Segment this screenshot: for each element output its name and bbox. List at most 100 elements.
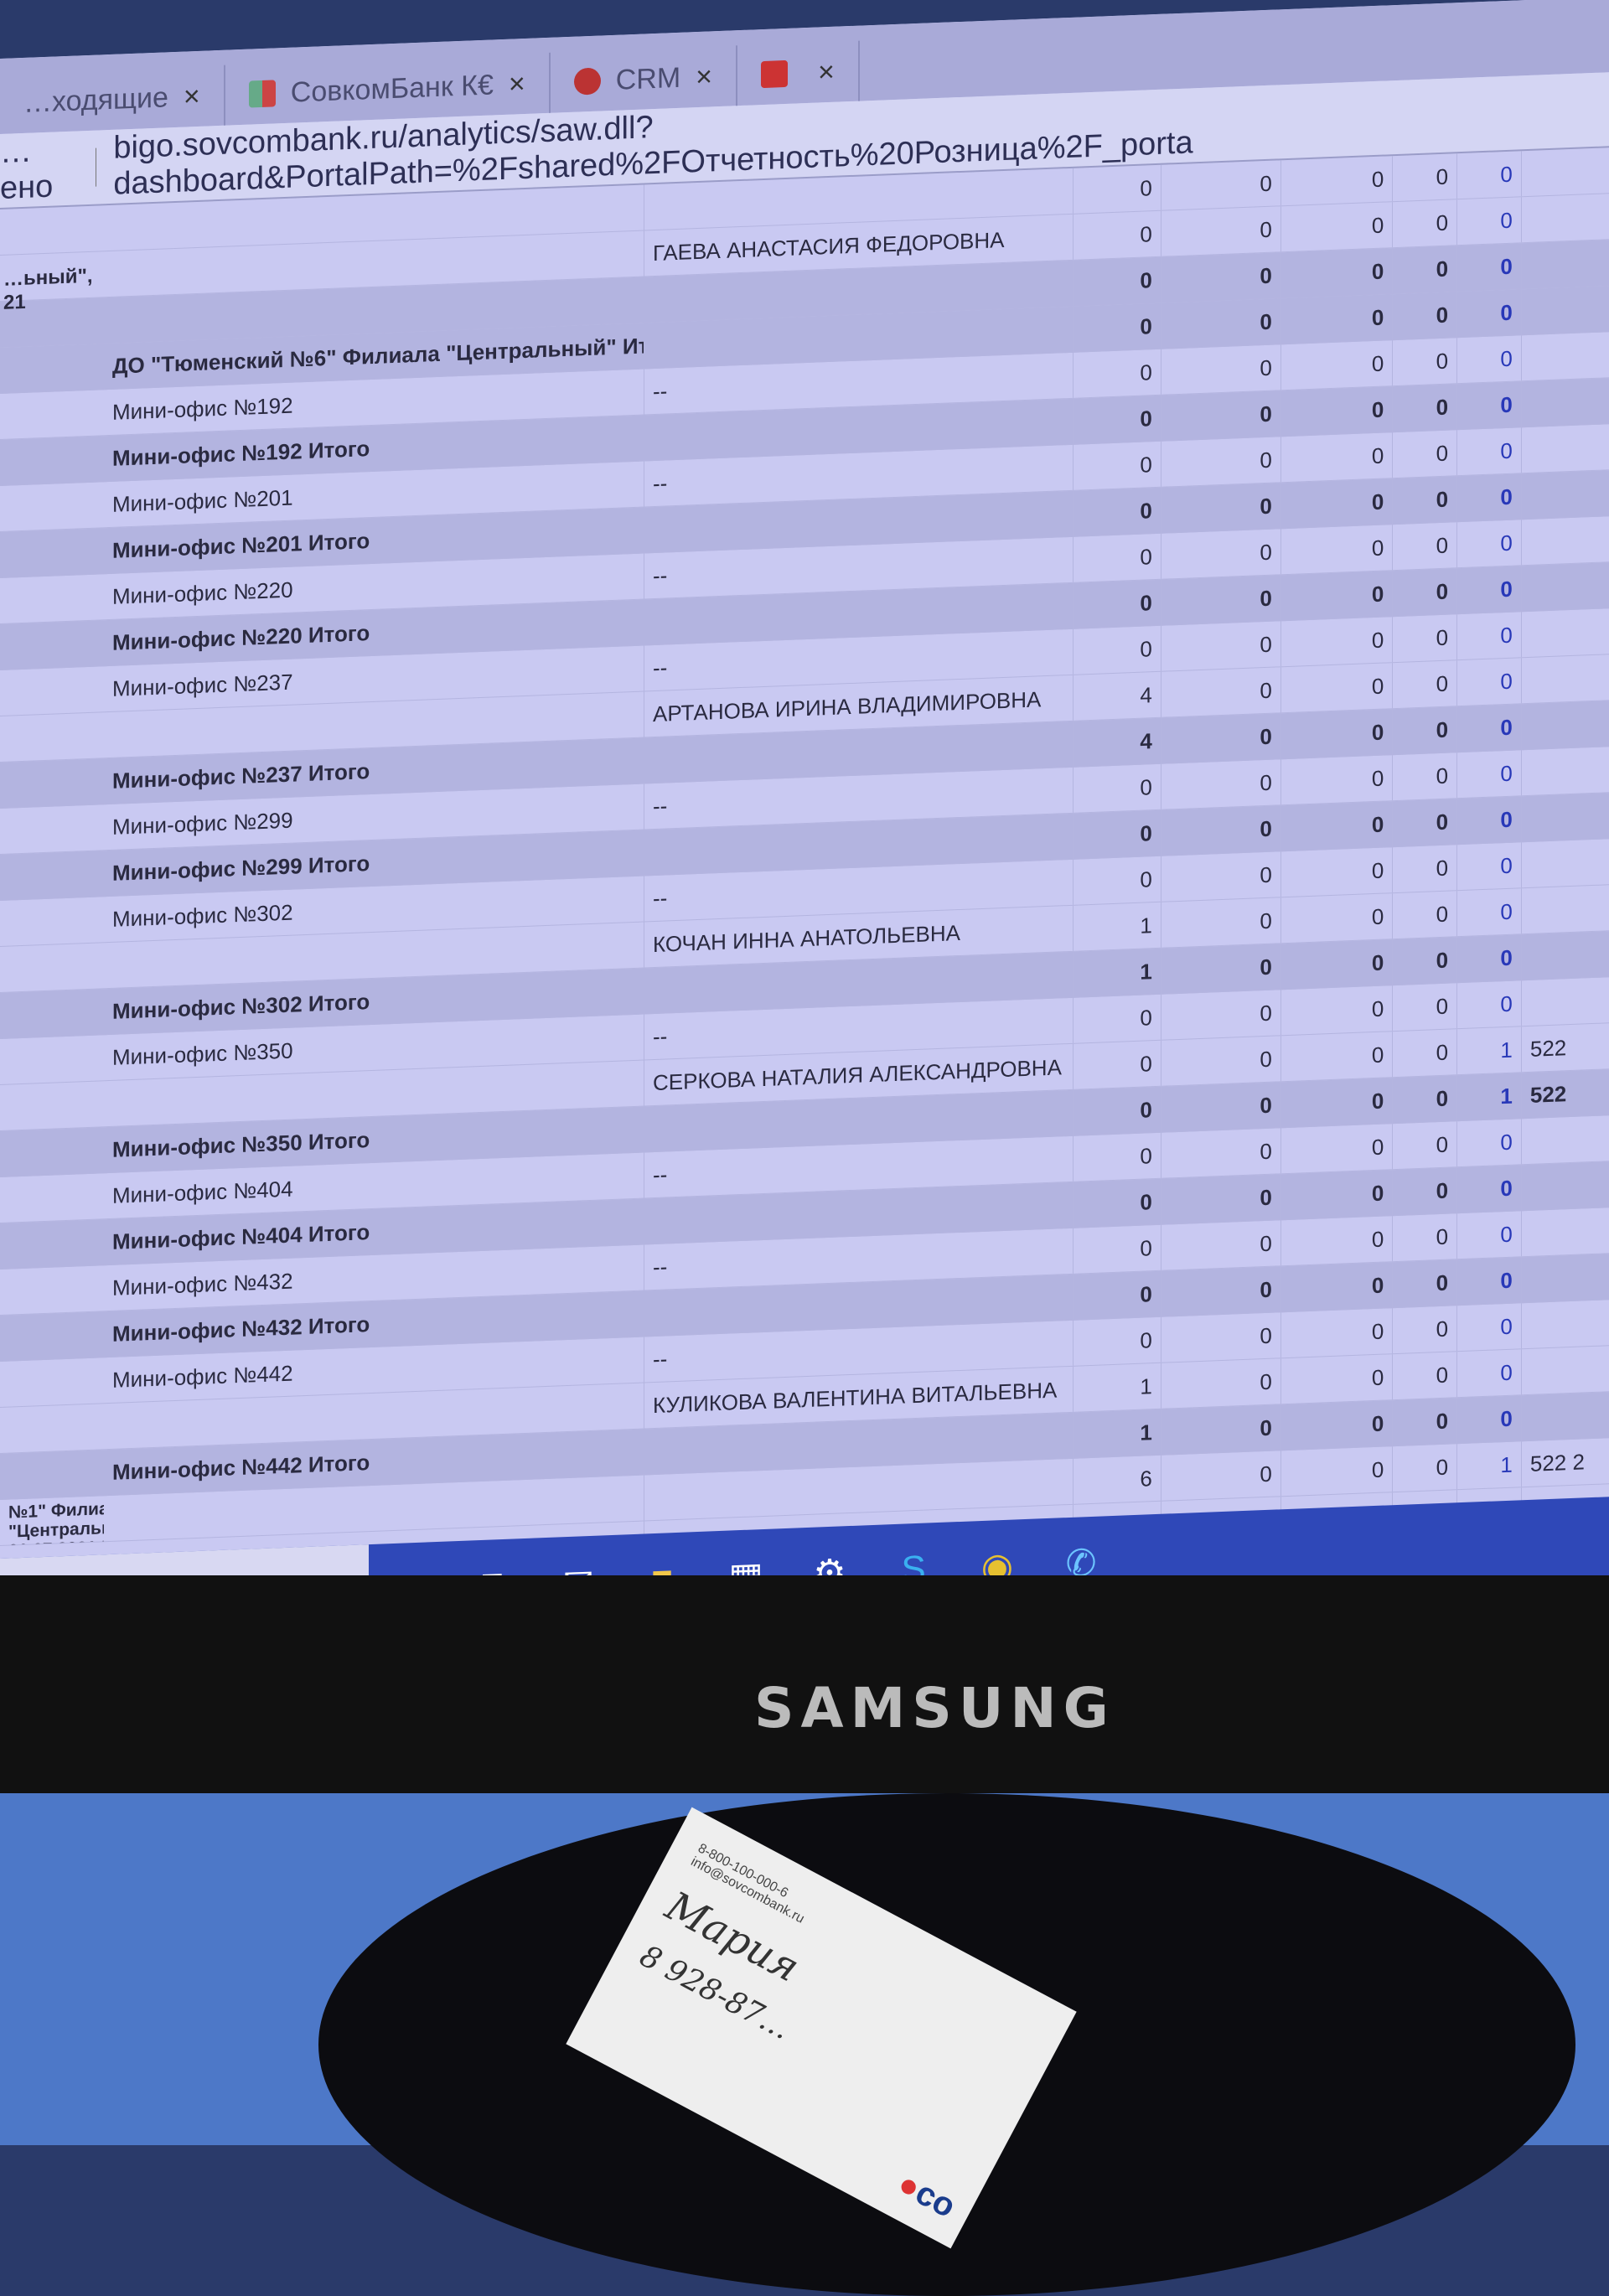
value-cell: 0 <box>1456 934 1521 983</box>
value-text: 0 <box>1260 908 1272 933</box>
group-cell <box>0 897 104 946</box>
close-tab-icon[interactable]: × <box>696 59 713 93</box>
value-cell: 0 <box>1160 1312 1280 1363</box>
value-cell: 0 <box>1280 525 1393 575</box>
value-cell: 0 <box>1072 303 1161 352</box>
value-cell <box>1520 147 1609 197</box>
value-text: 0 <box>1260 585 1272 611</box>
value-text: 1 <box>1140 912 1152 939</box>
value-cell <box>1520 747 1609 796</box>
value-text: 1 <box>1500 1451 1513 1477</box>
value-text: 0 <box>1371 1364 1384 1390</box>
value-cell: 522 <box>1520 1069 1609 1119</box>
value-cell <box>1520 470 1609 520</box>
value-cell <box>1520 1300 1609 1349</box>
value-cell <box>1520 839 1609 888</box>
value-cell: 0 <box>1160 897 1280 948</box>
value-text: 0 <box>1500 345 1513 371</box>
value-text: 0 <box>1436 1270 1449 1295</box>
value-text: 0 <box>1260 1092 1272 1118</box>
value-cell: 0 <box>1072 1132 1161 1182</box>
group-cell <box>0 574 104 623</box>
value-cell: 0 <box>1160 1220 1280 1270</box>
value-text: 0 <box>1500 1129 1513 1155</box>
value-cell: 0 <box>1160 990 1280 1040</box>
value-text: 4 <box>1140 727 1152 754</box>
value-text: 0 <box>1260 631 1272 657</box>
value-cell: 522 <box>1520 1023 1609 1073</box>
browser-tab[interactable]: …ходящие × <box>0 65 225 134</box>
value-cell: 0 <box>1072 579 1161 628</box>
value-text: 0 <box>1500 1313 1513 1339</box>
value-cell: 0 <box>1392 1352 1457 1400</box>
value-text: 0 <box>1260 954 1272 980</box>
value-cell: 0 <box>1392 752 1457 801</box>
value-text: 0 <box>1260 216 1272 242</box>
value-cell: 0 <box>1072 487 1161 536</box>
value-cell: 0 <box>1072 994 1161 1043</box>
value-cell: 0 <box>1160 206 1280 256</box>
value-cell: 0 <box>1072 1040 1161 1089</box>
close-tab-icon[interactable]: × <box>183 80 200 113</box>
value-text: 0 <box>1260 1276 1272 1302</box>
group-cell <box>0 1311 104 1361</box>
value-text: 0 <box>1260 447 1272 473</box>
value-text: 0 <box>1140 497 1152 524</box>
value-text: 0 <box>1436 1177 1449 1203</box>
value-cell: 0 <box>1160 575 1280 625</box>
value-text: 0 <box>1260 401 1272 427</box>
value-text: 0 <box>1436 1223 1449 1249</box>
value-cell: 0 <box>1456 1257 1521 1306</box>
value-text: 0 <box>1140 1096 1152 1123</box>
value-cell <box>1520 1115 1609 1165</box>
value-cell: 0 <box>1456 1349 1521 1398</box>
value-cell: 0 <box>1392 891 1457 939</box>
value-cell: 0 <box>1392 799 1457 847</box>
value-cell: 0 <box>1456 842 1521 891</box>
value-cell: 0 <box>1456 888 1521 937</box>
value-cell: 0 <box>1280 571 1393 621</box>
value-cell: 0 <box>1160 1404 1280 1455</box>
value-cell: 0 <box>1456 1211 1521 1259</box>
value-cell <box>1520 1254 1609 1303</box>
value-cell: 0 <box>1160 1082 1280 1132</box>
value-cell: 1 <box>1456 1073 1521 1121</box>
value-cell: 0 <box>1392 246 1457 294</box>
value-text: 0 <box>1371 258 1384 284</box>
value-text: 0 <box>1260 1322 1272 1348</box>
value-cell: 0 <box>1456 658 1521 706</box>
browser-tab[interactable]: × <box>737 40 860 106</box>
value-text: 1 <box>1140 1419 1152 1445</box>
value-cell: 0 <box>1392 153 1457 202</box>
value-text: 522 <box>1529 1034 1567 1062</box>
value-text: 0 <box>1436 1085 1449 1111</box>
value-cell <box>1520 240 1609 289</box>
value-cell: 0 <box>1160 805 1280 856</box>
value-text: 0 <box>1436 163 1449 189</box>
value-cell: 0 <box>1392 1444 1457 1492</box>
value-text: 0 <box>1140 1050 1152 1077</box>
browser-tab[interactable]: CRM × <box>550 45 738 113</box>
value-cell: 0 <box>1280 1354 1393 1404</box>
value-cell: 0 <box>1280 202 1393 252</box>
value-cell: 0 <box>1160 483 1280 533</box>
value-cell: 0 <box>1392 660 1457 709</box>
value-text: 0 <box>1260 493 1272 519</box>
value-text: 522 <box>1529 1080 1567 1108</box>
browser-tab[interactable]: СовкомБанк К€ × <box>225 52 551 126</box>
value-text: 0 <box>1371 489 1384 515</box>
group-cell: БГ "Тюменская №1" Филиала "Центральный",… <box>8 1496 104 1545</box>
value-cell: 0 <box>1072 1270 1161 1320</box>
value-text: 0 <box>1140 773 1152 800</box>
value-text: 0 <box>1260 1368 1272 1394</box>
group-cell <box>0 436 104 485</box>
value-cell: 0 <box>1456 473 1521 522</box>
value-text: 0 <box>1371 765 1384 791</box>
value-cell: 0 <box>1456 335 1521 384</box>
value-text: 0 <box>1371 1272 1384 1298</box>
close-tab-icon[interactable]: × <box>508 67 525 101</box>
value-text: 0 <box>1140 266 1152 293</box>
close-tab-icon[interactable]: × <box>818 55 835 89</box>
value-cell: 0 <box>1280 939 1393 990</box>
value-text: 0 <box>1140 405 1152 432</box>
